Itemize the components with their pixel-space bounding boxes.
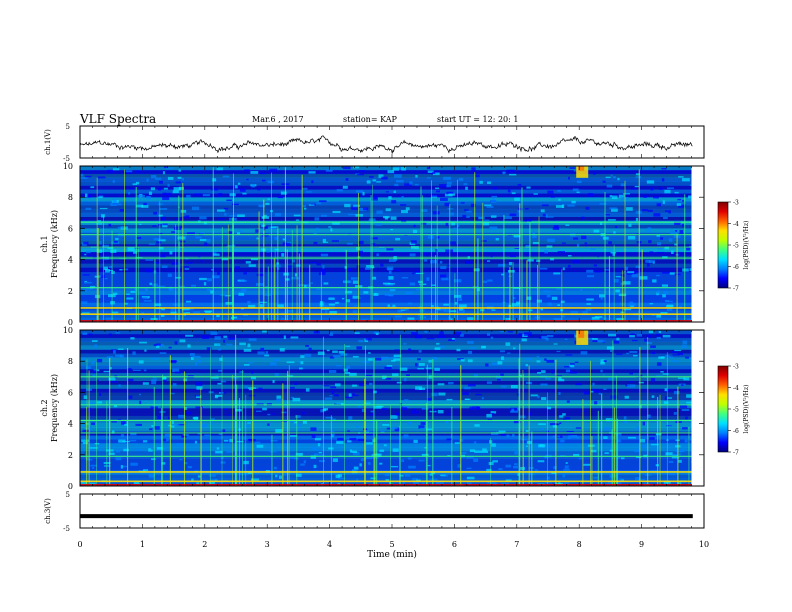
ch3-y-tick-bottom: -5: [63, 525, 70, 533]
ch1-waveform-panel: 5 -5 ch.1(V): [44, 123, 705, 163]
ch2-spectrogram-y-tick-3: 6: [68, 388, 73, 397]
ch1-spectrogram-image: [80, 166, 692, 322]
x-tick-7: 7: [514, 540, 519, 549]
ch3-waveform-frame: [79, 493, 705, 529]
time-axis: 0 1 2 3 4 5 6 7 8 9 10: [77, 540, 709, 549]
chart-title: VLF Spectra: [79, 112, 156, 126]
ch2-spectrogram-channel-label: ch.2: [40, 399, 49, 416]
ch2-colorbar-tick-4: -7: [733, 450, 739, 457]
ch2-colorbar-tick-2: -5: [733, 407, 739, 414]
ch1-colorbar-tick-0: -3: [733, 200, 739, 207]
ch1-spectrogram-panel: 0 2 4 6 8 10 ch.1 Frequency (kHz): [40, 162, 705, 327]
ch1-waveform-trace: [79, 135, 693, 154]
ch2-colorbar-tick-1: -4: [733, 385, 739, 392]
ch2-colorbar-tick-0: -3: [733, 364, 739, 371]
ch2-colorbar: -3 -4 -5 -6 -7 log(PSD)(V²/Hz): [717, 364, 750, 457]
x-tick-8: 8: [577, 540, 582, 549]
ch3-waveform-panel: 5 -5 ch.3(V): [44, 491, 705, 533]
ch2-spectrogram-y-tick-1: 2: [68, 451, 73, 460]
ch1-spectrogram-channel-label: ch.1: [40, 235, 49, 252]
ch1-colorbar-tick-1: -4: [733, 221, 739, 228]
ch1-spectrogram-y-tick-0: 0: [68, 318, 73, 327]
x-tick-1: 1: [140, 540, 145, 549]
ch1-spectrogram-y-tick-3: 6: [68, 224, 73, 233]
ch1-colorbar-tick-4: -7: [733, 286, 739, 293]
ch2-spectrogram-panel: 0 2 4 6 8 10 ch.2 Frequency (kHz): [40, 326, 705, 491]
x-tick-9: 9: [639, 540, 644, 549]
x-tick-6: 6: [452, 540, 457, 549]
ch2-spectrogram-y-tick-0: 0: [68, 482, 73, 491]
ch1-spectrogram-y-tick-5: 10: [63, 162, 73, 171]
ch2-spectrogram-burst-core: [578, 330, 585, 338]
ch1-spectrogram-y-tick-2: 4: [68, 256, 73, 265]
header-start-time: start UT = 12: 20: 1: [437, 115, 518, 124]
x-tick-0: 0: [77, 540, 82, 549]
x-tick-4: 4: [327, 540, 332, 549]
ch2-spectrogram-image: [80, 330, 692, 486]
ch1-y-tick-top: 5: [66, 123, 70, 131]
x-axis-label: Time (min): [367, 549, 417, 560]
ch1-y-axis-label: ch.1(V): [44, 129, 52, 155]
ch2-colorbar-tick-3: -6: [733, 428, 739, 435]
ch1-spectrogram-y-axis-label: Frequency (kHz): [50, 210, 59, 278]
ch2-spectrogram-low-band-region: [80, 436, 692, 486]
ch2-spectrogram-y-axis-label: Frequency (kHz): [50, 374, 59, 442]
ch1-spectrogram-burst-core: [578, 166, 585, 171]
ch1-colorbar-tick-2: -5: [733, 243, 739, 250]
ch1-colorbar: -3 -4 -5 -6 -7 log(PSD)(V²/Hz): [717, 200, 750, 293]
ch1-spectrogram-y-tick-4: 8: [68, 193, 73, 202]
x-tick-10: 10: [699, 540, 709, 549]
ch1-y-tick-bottom: -5: [63, 155, 70, 163]
ch2-colorbar-label: log(PSD)(V²/Hz): [743, 385, 750, 434]
ch2-spectrogram-empty-tail: [691, 330, 704, 486]
ch2-colorbar-bar: [717, 365, 729, 453]
x-tick-2: 2: [202, 540, 207, 549]
x-tick-3: 3: [265, 540, 270, 549]
ch1-spectrogram-burst-patch: [576, 166, 589, 178]
ch1-spectrogram-y-tick-1: 2: [68, 287, 73, 296]
ch1-colorbar-label: log(PSD)(V²/Hz): [743, 221, 750, 270]
header-station: station= KAP: [343, 115, 398, 124]
ch3-y-tick-top: 5: [66, 491, 70, 499]
header-date: Mar.6 , 2017: [252, 115, 304, 124]
ch3-y-axis-label: ch.3(V): [44, 498, 52, 524]
ch1-colorbar-tick-3: -6: [733, 264, 739, 271]
ch2-spectrogram-y-tick-2: 4: [68, 420, 73, 429]
x-tick-5: 5: [389, 540, 394, 549]
ch2-spectrogram-y-tick-4: 8: [68, 357, 73, 366]
ch2-spectrogram-y-tick-5: 10: [63, 326, 73, 335]
ch1-spectrogram-empty-tail: [691, 166, 704, 322]
ch1-colorbar-bar: [717, 201, 729, 289]
